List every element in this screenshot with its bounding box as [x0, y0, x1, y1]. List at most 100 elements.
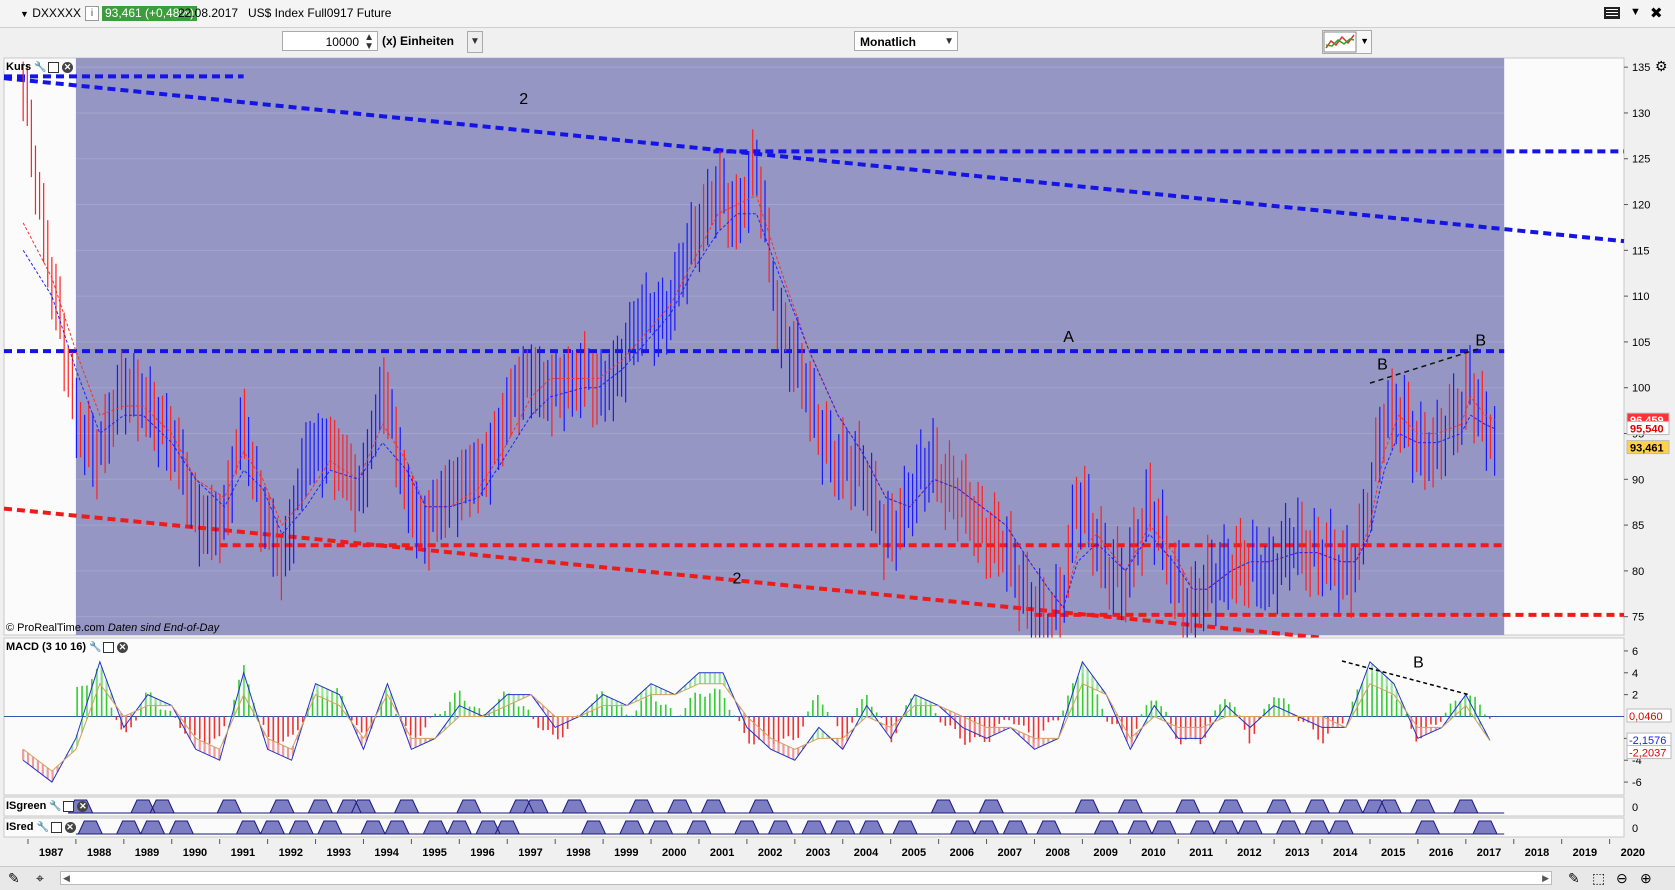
drawing-tool-icon[interactable]: ✎ — [8, 870, 20, 886]
price-badge: 93,461 (+0,48%) — [102, 6, 198, 21]
time-tick-label: 2004 — [854, 847, 879, 859]
scroll-right-icon[interactable]: ▶ — [1542, 873, 1549, 883]
window-icon[interactable] — [103, 641, 115, 653]
zoom-out-icon[interactable]: ⊖ — [1616, 870, 1628, 886]
timeframe-label: Monatlich — [860, 35, 916, 49]
close-icon[interactable]: ✕ — [64, 821, 76, 833]
annotation-label: A — [1063, 329, 1074, 346]
price-tick-label: 110 — [1632, 291, 1650, 303]
close-icon[interactable]: ✖ — [1650, 5, 1663, 22]
macd-tick-label: 2 — [1632, 690, 1638, 702]
window-icon[interactable] — [63, 800, 75, 812]
cursor-tool-icon[interactable]: ⌖ — [36, 870, 44, 886]
macd-axis: 642-2-4-60,0460-2,1576-2,2037 — [1624, 646, 1672, 789]
time-tick-label: 1997 — [518, 847, 542, 859]
time-tick-label: 2016 — [1429, 847, 1453, 859]
macd-tag — [1626, 745, 1672, 760]
units-label: (x) Einheiten — [382, 34, 455, 48]
close-icon[interactable]: ✕ — [77, 800, 89, 812]
macd-tick-label: -4 — [1632, 755, 1642, 767]
macd-tag-label: 0,0460 — [1629, 711, 1663, 723]
annotation-label: B — [1377, 356, 1388, 373]
pencil-icon[interactable]: ✎ — [1568, 870, 1580, 886]
menu-icon[interactable] — [1604, 7, 1620, 19]
close-icon[interactable]: ✕ — [62, 61, 74, 73]
chart-type-icon — [1323, 31, 1357, 53]
time-tick-label: 2015 — [1381, 847, 1405, 859]
price-tag — [1626, 421, 1670, 436]
time-tick-label: 2005 — [902, 847, 926, 859]
chart-toolbar: 10000 ▲ ▼ (x) Einheiten ▼ Monatlich ▼ ▼ ⚙ — [0, 28, 1675, 74]
macd-line — [22, 660, 1491, 783]
price-tick-label: 135 — [1632, 62, 1650, 74]
time-tick-label: 2002 — [758, 847, 782, 859]
symbol-label: DXXXXX — [32, 6, 81, 20]
info-icon[interactable]: i — [85, 6, 99, 21]
zoom-box-icon[interactable]: ⬚ — [1592, 870, 1606, 886]
symbol-dropdown[interactable]: ▼ DXXXXX — [20, 6, 81, 22]
zoom-in-icon[interactable]: ⊕ — [1640, 870, 1652, 886]
isred-panel-header: ISred 🔧 ✕ — [6, 820, 76, 834]
quantity-stepper[interactable]: 10000 ▲ ▼ — [282, 31, 378, 52]
horizontal-scrollbar[interactable]: ◀ ▶ — [60, 871, 1552, 885]
quantity-value: 10000 — [325, 35, 359, 49]
price-tag-label: 93,461 — [1630, 443, 1664, 455]
price-axis: 135130125120115110105100959085807596,459… — [1624, 62, 1670, 624]
time-tick-label: 2006 — [950, 847, 974, 859]
time-tick-label: 1995 — [422, 847, 446, 859]
window-icon[interactable] — [48, 61, 60, 73]
price-tick-label: 125 — [1632, 154, 1650, 166]
indicator-axis: 00 — [1632, 802, 1638, 835]
time-tick-label: 2019 — [1573, 847, 1597, 859]
isgreen-signals — [67, 799, 1505, 814]
units-select[interactable]: (x) Einheiten ▼ — [380, 31, 486, 53]
price-tick-label: 90 — [1632, 474, 1644, 486]
chevron-down-icon: ▼ — [1360, 36, 1369, 46]
chevron-down-icon[interactable]: ▼ — [1630, 6, 1641, 18]
annotation-label: B — [1475, 333, 1486, 350]
time-tick-label: 1994 — [374, 847, 399, 859]
price-tick-label: 130 — [1632, 108, 1650, 120]
macd-panel-label: MACD (3 10 16) — [6, 641, 87, 653]
scroll-left-icon[interactable]: ◀ — [63, 873, 70, 883]
chevron-down-icon[interactable]: ▼ — [467, 31, 483, 53]
blue-moving-average-line — [22, 213, 1495, 609]
time-axis-background — [4, 839, 1624, 865]
annotation-label: 2 — [519, 91, 528, 108]
price-tick-label: 120 — [1632, 200, 1650, 212]
time-tick-label: 2011 — [1189, 847, 1213, 859]
price-tag — [1626, 440, 1670, 455]
chevron-down-icon[interactable]: ▼ — [944, 36, 954, 47]
price-tick-label: 115 — [1632, 245, 1650, 257]
time-tick-label: 2010 — [1141, 847, 1165, 859]
macd-tick-label: 6 — [1632, 646, 1638, 658]
gear-icon[interactable]: ⚙ — [1655, 58, 1668, 74]
window-icon[interactable] — [50, 821, 62, 833]
price-tick-label: 105 — [1632, 337, 1650, 349]
copyright-note: © ProRealTime.com Daten sind End-of-Day — [6, 622, 219, 634]
price-bars — [22, 61, 1496, 672]
macd-trendline — [1341, 660, 1471, 696]
chart-type-button[interactable]: ▼ — [1322, 30, 1372, 54]
time-tick-label: 2018 — [1525, 847, 1549, 859]
time-tick-label: 2014 — [1333, 847, 1358, 859]
wrench-icon[interactable]: 🔧 — [36, 821, 49, 833]
isgreen-panel-label: ISgreen — [6, 800, 47, 812]
time-tick-label: 2001 — [710, 847, 734, 859]
price-tick-label: 75 — [1632, 612, 1644, 624]
wrench-icon[interactable]: 🔧 — [89, 641, 102, 653]
stepper-arrows-icon[interactable]: ▲ ▼ — [364, 32, 374, 52]
time-tick-label: 1992 — [279, 847, 303, 859]
macd-panel-header: MACD (3 10 16) 🔧 ✕ — [6, 640, 129, 654]
timeframe-select[interactable]: Monatlich ▼ — [854, 31, 958, 51]
wrench-icon[interactable]: 🔧 — [34, 61, 47, 73]
close-icon[interactable]: ✕ — [117, 641, 129, 653]
time-tick-label: 2020 — [1621, 847, 1645, 859]
price-tick-label: 85 — [1632, 520, 1644, 532]
wrench-icon[interactable]: 🔧 — [49, 800, 62, 812]
trendlines — [3, 74, 1625, 640]
chart-annotations: 2 A B B 2 — [519, 91, 1486, 588]
isgreen-tick-label: 0 — [1632, 802, 1638, 814]
macd-tag-label: -2,2037 — [1629, 748, 1666, 760]
